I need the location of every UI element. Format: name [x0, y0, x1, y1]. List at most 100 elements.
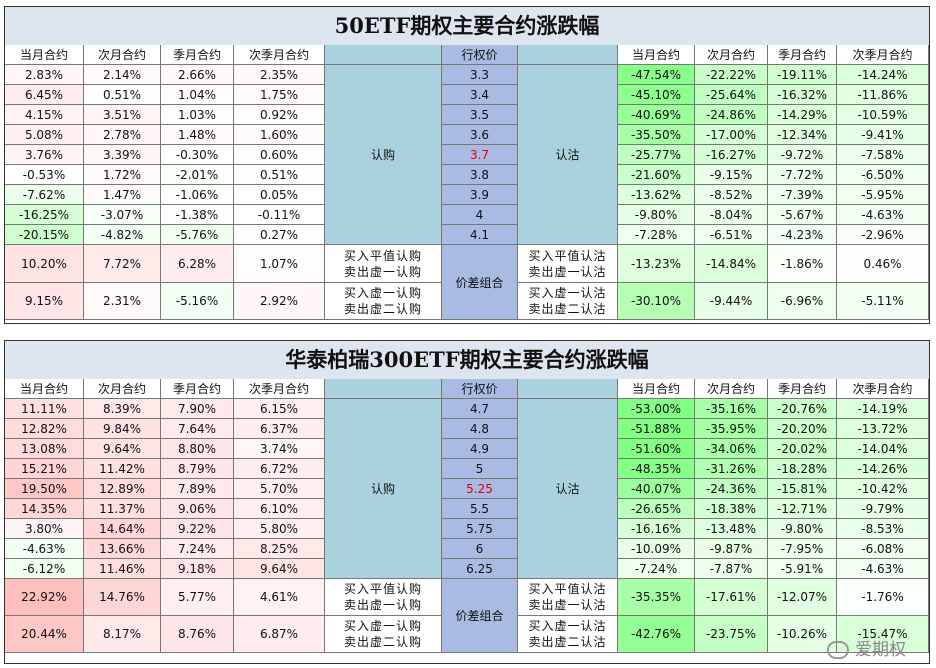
call-change-cell: 3.76%	[5, 145, 84, 165]
column-header-put-0: 当月合约	[618, 379, 695, 399]
put-change-cell: -22.22%	[695, 65, 768, 85]
call-change-cell: 12.82%	[5, 419, 84, 439]
combo-call-cell: 10.20%	[5, 245, 84, 283]
combo-put-cell: 0.46%	[837, 245, 929, 283]
call-change-cell: 11.42%	[84, 459, 161, 479]
call-change-cell: 0.60%	[234, 145, 325, 165]
put-change-cell: -9.79%	[837, 499, 929, 519]
call-change-cell: 8.79%	[161, 459, 234, 479]
call-change-cell: 0.51%	[234, 165, 325, 185]
put-label: 认沽	[518, 65, 618, 245]
call-change-cell: 14.35%	[5, 499, 84, 519]
column-header-strike: 行权价	[442, 379, 518, 399]
put-change-cell: -25.77%	[618, 145, 695, 165]
put-change-cell: -14.04%	[837, 439, 929, 459]
call-change-cell: 12.89%	[84, 479, 161, 499]
call-change-cell: 7.90%	[161, 399, 234, 419]
strike-price-cell: 4.9	[442, 439, 518, 459]
put-change-cell: -10.42%	[837, 479, 929, 499]
put-change-cell: -8.53%	[837, 519, 929, 539]
put-change-cell: -5.67%	[768, 205, 837, 225]
strike-price-cell: 4.1	[442, 225, 518, 245]
put-change-cell: -35.95%	[695, 419, 768, 439]
call-change-cell: 1.04%	[161, 85, 234, 105]
put-change-cell: -16.32%	[768, 85, 837, 105]
put-change-cell: -7.24%	[618, 559, 695, 579]
combo-put-cell: -5.11%	[837, 283, 929, 320]
put-change-cell: -40.69%	[618, 105, 695, 125]
call-change-cell: 7.89%	[161, 479, 234, 499]
put-change-cell: -48.35%	[618, 459, 695, 479]
put-change-cell: -18.28%	[768, 459, 837, 479]
call-change-cell: 1.48%	[161, 125, 234, 145]
call-change-cell: 8.80%	[161, 439, 234, 459]
combo-put-cell: -42.76%	[618, 616, 695, 653]
column-header-put-1: 次月合约	[695, 45, 768, 65]
column-header-call-1: 次月合约	[84, 45, 161, 65]
combo-line: 买入虚一认沽	[528, 286, 607, 300]
combo-line: 卖出虚二认沽	[528, 635, 607, 649]
call-change-cell: -3.07%	[84, 205, 161, 225]
combo-call-cell: 9.15%	[5, 283, 84, 320]
put-change-cell: -9.72%	[768, 145, 837, 165]
put-combo-label-2: 买入虚一认沽 卖出虚二认沽	[518, 283, 618, 320]
combo-call-cell: 5.77%	[161, 579, 234, 616]
combo-put-cell: -13.23%	[618, 245, 695, 283]
spread-label: 价差组合	[442, 245, 518, 320]
combo-put-cell: -1.76%	[837, 579, 929, 616]
call-change-cell: 11.46%	[84, 559, 161, 579]
call-change-cell: 13.66%	[84, 539, 161, 559]
call-change-cell: 9.22%	[161, 519, 234, 539]
call-change-cell: 9.84%	[84, 419, 161, 439]
combo-put-cell: -30.10%	[618, 283, 695, 320]
combo-call-cell: 1.07%	[234, 245, 325, 283]
put-change-cell: -20.20%	[768, 419, 837, 439]
put-combo-label-1: 买入平值认沽 卖出虚一认沽	[518, 245, 618, 283]
put-combo-label-2: 买入虚一认沽 卖出虚二认沽	[518, 616, 618, 653]
strike-price-cell: 6	[442, 539, 518, 559]
put-change-cell: -40.07%	[618, 479, 695, 499]
combo-call-cell: 8.17%	[84, 616, 161, 653]
put-change-cell: -4.63%	[837, 559, 929, 579]
put-change-cell: -4.63%	[837, 205, 929, 225]
put-change-cell: -8.04%	[695, 205, 768, 225]
call-change-cell: 3.80%	[5, 519, 84, 539]
table-panel-2: 华泰柏瑞300ETF期权主要合约涨跌幅 当月合约 当月合约 次月合约 次月合约 季月合约季…	[4, 340, 930, 664]
spread-label: 价差组合	[442, 579, 518, 653]
combo-line: 卖出虚一认沽	[528, 598, 607, 612]
strike-price-cell: 3.6	[442, 125, 518, 145]
strike-price-cell: 3.4	[442, 85, 518, 105]
call-change-cell: 6.15%	[234, 399, 325, 419]
put-change-cell: -24.86%	[695, 105, 768, 125]
strike-price-cell: 3.5	[442, 105, 518, 125]
call-change-cell: 2.66%	[161, 65, 234, 85]
call-change-cell: 14.64%	[84, 519, 161, 539]
combo-line: 买入虚一认沽	[528, 619, 607, 633]
combo-put-cell: -9.44%	[695, 283, 768, 320]
atm-strike-cell: 3.7	[442, 145, 518, 165]
watermark-logo: 爱期权	[827, 635, 906, 660]
call-change-cell: -7.62%	[5, 185, 84, 205]
combo-put-cell: -10.26%	[768, 616, 837, 653]
combo-call-cell: 6.87%	[234, 616, 325, 653]
put-change-cell: -35.50%	[618, 125, 695, 145]
put-change-cell: -2.96%	[837, 225, 929, 245]
combo-line: 卖出虚一认购	[343, 264, 422, 279]
call-change-cell: 9.06%	[161, 499, 234, 519]
put-change-cell: -7.95%	[768, 539, 837, 559]
put-change-cell: -10.09%	[618, 539, 695, 559]
table-panel-1: 50ETF期权主要合约涨跌幅 当月合约 当月合约 次月合约 次月合约 季月合约 季月合约 次季…	[4, 6, 930, 324]
combo-line: 买入虚一认购	[343, 286, 422, 300]
call-combo-label-1: 买入平值认购 卖出虚一认购	[325, 579, 442, 616]
combo-call-cell: 2.92%	[234, 283, 325, 320]
call-change-cell: -1.06%	[161, 185, 234, 205]
put-change-cell: -17.00%	[695, 125, 768, 145]
put-change-cell: -7.39%	[768, 185, 837, 205]
put-change-cell: -45.10%	[618, 85, 695, 105]
call-change-cell: 7.24%	[161, 539, 234, 559]
call-change-cell: 9.64%	[234, 559, 325, 579]
column-header-put-3: 次季月合约	[837, 379, 929, 399]
strike-price-cell: 6.25	[442, 559, 518, 579]
combo-line: 卖出虚一认购	[343, 598, 422, 612]
call-label: 认购	[325, 65, 442, 245]
